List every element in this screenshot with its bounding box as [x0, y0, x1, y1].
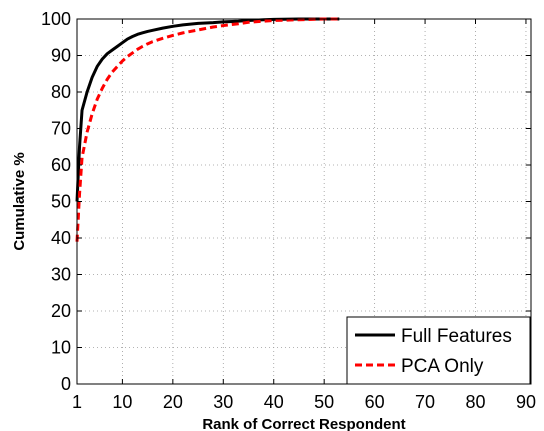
tick-labels: 1 10 20 30 40 50 60 70 80 90 0 10 20 30 40 50 60 70 80 90 10…: [41, 9, 536, 412]
y-tick-label: 0: [61, 374, 71, 394]
y-tick-label: 30: [51, 265, 71, 285]
y-tick-label: 70: [51, 119, 71, 139]
axis-ticks: [76, 18, 531, 385]
x-tick-label: 70: [415, 392, 435, 412]
legend: Full Features PCA Only: [346, 316, 531, 385]
legend-box: [346, 316, 531, 385]
x-tick-label: 10: [112, 392, 132, 412]
y-tick-label: 20: [51, 301, 71, 321]
y-tick-label: 10: [51, 338, 71, 358]
series-line-pca-only: [75, 17, 340, 242]
y-tick-label: 60: [51, 155, 71, 175]
series-lines: [75, 17, 340, 242]
y-tick-label: 100: [41, 9, 71, 29]
legend-label-full-features: Full Features: [401, 326, 512, 347]
y-tick-label: 80: [51, 82, 71, 102]
x-tick-label: 60: [365, 392, 385, 412]
series-line-full-features: [75, 17, 340, 202]
x-tick-label: 50: [314, 392, 334, 412]
x-tick-label: 20: [163, 392, 183, 412]
y-axis-label: Cumulative %: [11, 152, 28, 250]
x-axis-label: Rank of Correct Respondent: [202, 416, 405, 431]
y-tick-label: 50: [51, 192, 71, 212]
y-tick-label: 90: [51, 46, 71, 66]
x-tick-label: 40: [264, 392, 284, 412]
x-tick-label: 30: [213, 392, 233, 412]
x-tick-label: 1: [72, 392, 82, 412]
x-tick-label: 80: [465, 392, 485, 412]
x-tick-label: 90: [516, 392, 536, 412]
legend-label-pca-only: PCA Only: [401, 356, 484, 377]
y-tick-label: 40: [51, 228, 71, 248]
